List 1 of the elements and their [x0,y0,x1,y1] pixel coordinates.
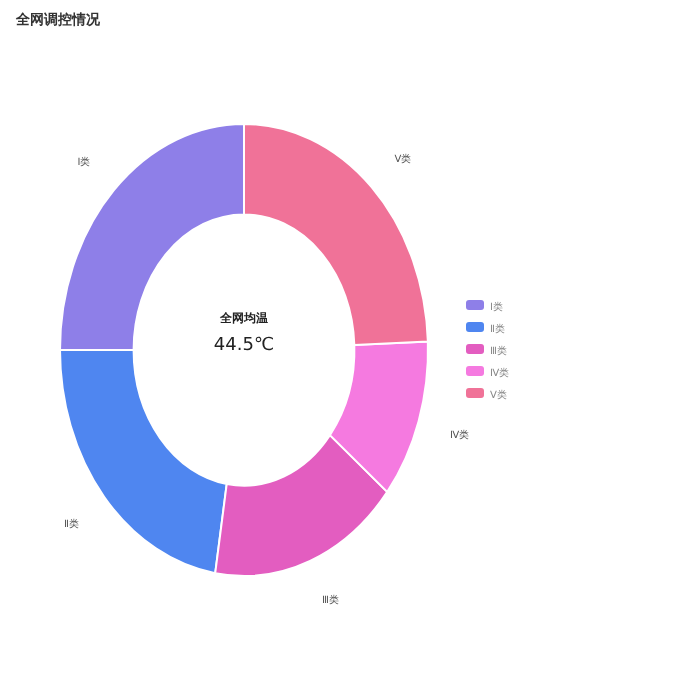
text: 44.5℃ [213,336,275,356]
